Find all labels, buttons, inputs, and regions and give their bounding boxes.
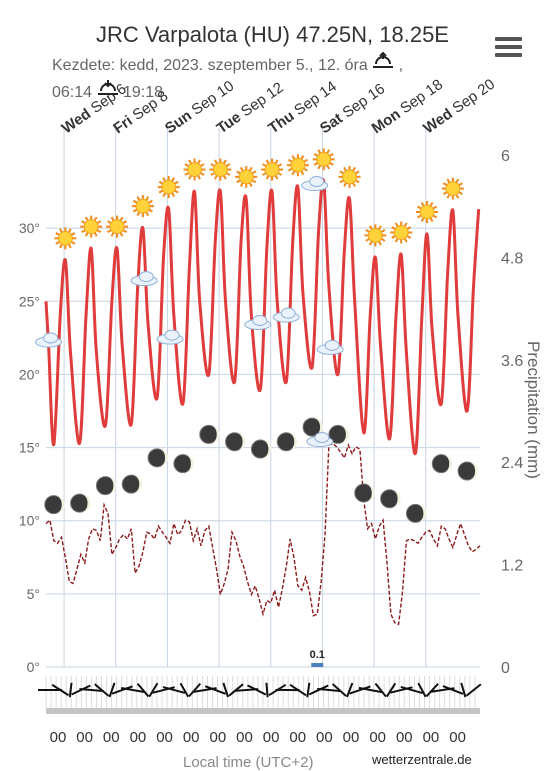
wind-barb	[266, 683, 267, 697]
time-tick-label: 00	[369, 729, 386, 746]
precip-tick-label: 3.6	[501, 353, 523, 370]
sun-icon	[158, 176, 180, 198]
time-tick-label: 00	[209, 729, 226, 746]
wind-barb	[466, 684, 480, 696]
time-tick-label: 00	[289, 729, 306, 746]
time-tick-label: 00	[316, 729, 333, 746]
sun-icon	[80, 216, 102, 238]
temp-tick-label: 20°	[19, 366, 40, 382]
sun-icon	[235, 166, 257, 188]
moon-icon	[200, 425, 220, 443]
wind-barb	[149, 683, 157, 697]
temperature-axis: 0° 5° 10° 15° 20° 25° 30°	[19, 220, 40, 675]
time-axis: 00 00 00 00 00 00 00 00 00 00 00 00 00 00 00 00	[50, 729, 466, 746]
precipitation-axis: 0 1.2 2.4 3.6 4.8 6 Precipitation (mm)	[501, 148, 543, 677]
x-axis-title: Local time (UTC+2)	[183, 754, 313, 771]
precip-tick-label: 2.4	[501, 455, 523, 472]
sun-icon	[261, 159, 283, 181]
temp-tick-label: 25°	[19, 293, 40, 309]
sun-icon	[106, 216, 128, 238]
sun-icon	[313, 148, 335, 170]
precip-tick-label: 4.8	[501, 250, 523, 267]
precip-tick-label: 1.2	[501, 558, 523, 575]
credit-link[interactable]: wetterzentrale.de	[372, 752, 472, 767]
sun-icon	[416, 201, 438, 223]
moon-icon	[122, 475, 142, 493]
time-tick-label: 00	[396, 729, 413, 746]
precip-tick-label: 0	[501, 660, 510, 677]
moon-icon	[45, 496, 65, 514]
cloud-icon	[36, 333, 62, 347]
weather-icons	[36, 148, 479, 522]
cloud-icon	[245, 315, 271, 329]
cloud-icon	[131, 272, 157, 286]
moon-icon	[406, 504, 426, 522]
temp-tick-label: 5°	[27, 586, 40, 602]
sun-icon	[132, 195, 154, 217]
wind-barbs	[38, 676, 481, 714]
time-tick-label: 00	[50, 729, 67, 746]
moon-icon	[277, 433, 297, 451]
sun-icon	[209, 159, 231, 181]
wind-strip	[46, 708, 480, 714]
time-tick-label: 00	[76, 729, 93, 746]
time-tick-label: 00	[343, 729, 360, 746]
temp-tick-label: 30°	[19, 220, 40, 236]
precip-tick-label: 6	[501, 148, 510, 165]
moon-icon	[251, 440, 271, 458]
time-tick-label: 00	[156, 729, 173, 746]
precipitation-line	[46, 443, 480, 624]
moon-icon	[148, 449, 168, 467]
sun-icon	[287, 154, 309, 176]
wind-barb	[307, 683, 309, 697]
sun-icon	[390, 221, 412, 243]
sun-icon	[339, 166, 361, 188]
time-tick-label: 00	[236, 729, 253, 746]
precip-bar-label: 0.1	[310, 649, 325, 661]
moon-icon	[226, 433, 246, 451]
moon-icon	[381, 490, 401, 508]
wind-barb	[347, 683, 352, 697]
sun-icon	[54, 227, 76, 249]
time-tick-label: 00	[103, 729, 120, 746]
precipitation-series: 0.1	[46, 443, 480, 667]
precip-axis-title: Precipitation (mm)	[524, 341, 543, 479]
time-tick-label: 00	[183, 729, 200, 746]
moon-icon	[432, 455, 452, 473]
time-tick-label: 00	[263, 729, 280, 746]
temp-tick-label: 0°	[27, 659, 40, 675]
time-tick-label: 00	[423, 729, 440, 746]
wind-barb	[189, 684, 200, 697]
moon-icon	[71, 494, 91, 512]
time-tick-label: 00	[449, 729, 466, 746]
moon-icon	[458, 462, 478, 480]
sun-icon	[184, 159, 206, 181]
time-tick-label: 00	[130, 729, 147, 746]
precip-bar	[311, 663, 323, 667]
chart-grid	[46, 128, 480, 667]
temp-tick-label: 15°	[19, 440, 40, 456]
moon-icon	[355, 484, 375, 502]
sun-icon	[442, 178, 464, 200]
moon-icon	[174, 455, 194, 473]
temp-tick-label: 10°	[19, 513, 40, 529]
moon-icon	[96, 477, 116, 495]
